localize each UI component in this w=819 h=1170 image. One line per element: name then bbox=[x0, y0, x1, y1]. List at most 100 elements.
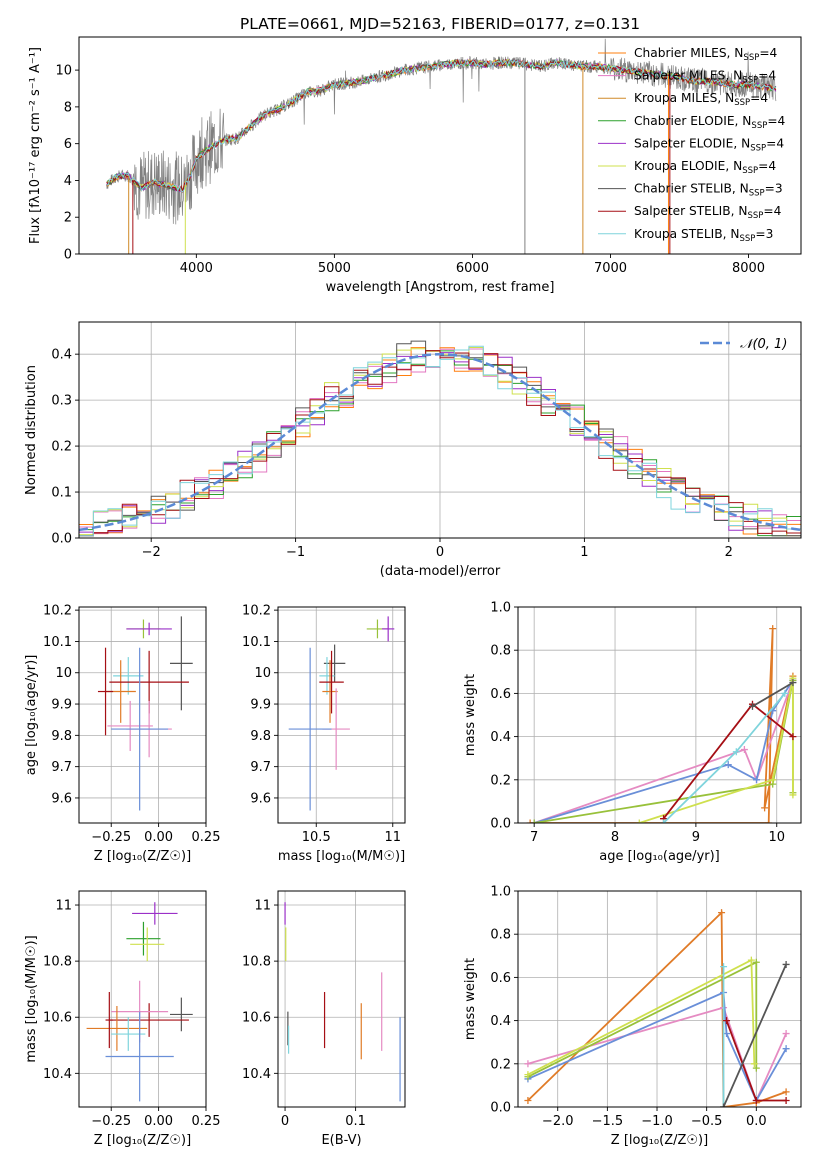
series-marker bbox=[724, 761, 732, 769]
series-marker bbox=[782, 1088, 790, 1096]
errorbar-point bbox=[105, 991, 114, 1049]
axes-frame bbox=[78, 890, 207, 1108]
chart-massweight_vs_Z: −2.0 −1.5 −1.0 −0.5 0.0 0.0 0.2 0.4 0.6 0.8 1.0 Z [… bbox=[463, 885, 802, 1148]
y-tick-label: 4 bbox=[64, 174, 72, 189]
plot-area bbox=[526, 625, 797, 823]
x-tick-label: 0.25 bbox=[192, 830, 221, 845]
errorbar-point bbox=[109, 1003, 189, 1037]
series-marker bbox=[753, 776, 761, 784]
y-tick-label: 6 bbox=[64, 137, 72, 152]
y-tick-label: 0.8 bbox=[490, 644, 511, 659]
y-axis-label: Flux [fλ10⁻¹⁷ erg cm⁻² s⁻¹ A⁻¹] bbox=[28, 47, 43, 244]
x-tick-label: 0.25 bbox=[192, 1114, 221, 1129]
x-tick-label: 0.0 bbox=[746, 1114, 767, 1129]
plot-area bbox=[524, 909, 790, 1107]
y-axis-label: mass weight bbox=[463, 674, 478, 756]
series-marker bbox=[761, 804, 769, 812]
y-tick-label: 0.4 bbox=[51, 348, 72, 363]
plot-area bbox=[106, 38, 777, 254]
y-tick-label: 11 bbox=[254, 899, 271, 914]
x-tick-label: 0.00 bbox=[144, 1114, 173, 1129]
chart-age_vs_Z: −0.25 0.00 0.25 9.6 9.7 9.8 9.9 10 10.1 10.2 Z [lo… bbox=[24, 604, 220, 864]
x-tick-label: 6000 bbox=[456, 261, 489, 276]
y-tick-label: 0.6 bbox=[490, 687, 511, 702]
y-tick-label: 10.4 bbox=[43, 1067, 72, 1082]
mass-weight-series bbox=[722, 964, 787, 1107]
series-marker bbox=[750, 1060, 758, 1068]
x-tick-label: −2.0 bbox=[542, 1114, 574, 1129]
mass-weight-series bbox=[527, 910, 787, 1107]
x-tick-label: 5000 bbox=[318, 261, 351, 276]
axes-frame bbox=[78, 606, 207, 824]
errorbar-point bbox=[130, 927, 165, 962]
mass-weight-series bbox=[533, 680, 794, 823]
errorbar-point bbox=[86, 1006, 148, 1051]
x-tick-label: 1 bbox=[580, 545, 588, 560]
y-tick-label: 10.6 bbox=[242, 1011, 271, 1026]
legend-entry: Chabrier STELIB, NSSP=3 bbox=[634, 182, 783, 199]
y-tick-label: 0.2 bbox=[490, 1057, 511, 1072]
y-tick-label: 9.8 bbox=[51, 729, 72, 744]
y-tick-label: 10.8 bbox=[242, 955, 271, 970]
y-tick-label: 10.1 bbox=[242, 635, 271, 650]
series-marker bbox=[752, 1064, 760, 1072]
residual-histogram bbox=[79, 350, 801, 537]
legend-entry: Salpeter ELODIE, NSSP=4 bbox=[634, 136, 784, 153]
x-tick-label: 10.5 bbox=[302, 830, 331, 845]
y-tick-label: 0.6 bbox=[490, 971, 511, 986]
y-tick-label: 0.4 bbox=[490, 1014, 511, 1029]
observed-spectrum bbox=[106, 38, 777, 225]
series-marker bbox=[782, 1097, 790, 1105]
errorbar-point bbox=[132, 902, 178, 925]
x-tick-label: 8000 bbox=[732, 261, 765, 276]
x-axis-label: Z [log₁₀(Z/Z☉)] bbox=[611, 1133, 708, 1148]
x-tick-label: 0.1 bbox=[345, 1114, 366, 1129]
y-tick-label: 10.2 bbox=[43, 604, 72, 619]
x-axis-label: (data-model)/error bbox=[380, 564, 501, 579]
series-marker bbox=[782, 960, 790, 968]
x-axis-label: age [log₁₀(age/yr)] bbox=[599, 849, 720, 864]
series-marker bbox=[752, 1097, 760, 1105]
legend-entry: Kroupa STELIB, NSSP=3 bbox=[634, 227, 773, 244]
errorbar-point bbox=[319, 650, 344, 714]
series-marker bbox=[635, 819, 643, 823]
x-axis-label: E(B-V) bbox=[321, 1133, 361, 1148]
axes-frame bbox=[517, 606, 802, 824]
legend-entry: Salpeter MILES, NSSP=4 bbox=[634, 69, 776, 86]
legend-entry: Salpeter STELIB, NSSP=4 bbox=[634, 204, 782, 221]
axes-frame bbox=[277, 606, 406, 824]
errorbar-point bbox=[126, 921, 161, 956]
y-tick-label: 9.8 bbox=[250, 729, 271, 744]
series-marker bbox=[748, 702, 756, 710]
y-tick-label: 10.6 bbox=[43, 1011, 72, 1026]
legend-entry: Kroupa ELODIE, NSSP=4 bbox=[634, 159, 776, 176]
y-tick-label: 9.7 bbox=[51, 760, 72, 775]
x-tick-label: 8 bbox=[611, 830, 619, 845]
legend-entry: Chabrier MILES, NSSP=4 bbox=[634, 46, 778, 63]
y-tick-label: 9.9 bbox=[51, 698, 72, 713]
x-axis-label: wavelength [Angstrom, rest frame] bbox=[326, 280, 555, 295]
errorbar-point bbox=[113, 657, 144, 695]
legend-entry: Kroupa MILES, NSSP=4 bbox=[634, 91, 768, 108]
x-axis-label: Z [log₁₀(Z/Z☉)] bbox=[94, 849, 191, 864]
x-tick-label: −1.0 bbox=[641, 1114, 673, 1129]
y-tick-label: 9.6 bbox=[250, 791, 271, 806]
chart-mass_vs_ebv: 0 0.1 10.4 10.6 10.8 11 E(B-V) bbox=[242, 890, 406, 1148]
x-tick-label: −0.5 bbox=[691, 1114, 723, 1129]
legend-entry: Chabrier ELODIE, NSSP=4 bbox=[634, 114, 786, 131]
series-marker bbox=[769, 776, 777, 784]
chart-mass_vs_Z: −0.25 0.00 0.25 10.4 10.6 10.8 11 Z [log₁₀(Z/Z☉… bbox=[24, 890, 221, 1148]
y-tick-label: 11 bbox=[55, 899, 72, 914]
y-tick-label: 0.4 bbox=[490, 730, 511, 745]
plot-area bbox=[288, 616, 395, 811]
chart-massweight_vs_age: 7 8 9 10 0.0 0.2 0.4 0.6 0.8 1.0 age [log₁₀(age/yr… bbox=[463, 601, 802, 864]
series-marker bbox=[752, 958, 760, 966]
axes-frame bbox=[517, 890, 802, 1108]
x-tick-label: 11 bbox=[384, 830, 401, 845]
y-tick-label: 2 bbox=[64, 211, 72, 226]
spectrum-legend: Chabrier MILES, NSSP=4 Salpeter MILES, NS… bbox=[598, 46, 786, 244]
y-tick-label: 10 bbox=[254, 666, 271, 681]
y-axis-label: Normed distribution bbox=[24, 365, 39, 495]
series-marker bbox=[765, 819, 773, 823]
normal-curve bbox=[79, 352, 801, 532]
